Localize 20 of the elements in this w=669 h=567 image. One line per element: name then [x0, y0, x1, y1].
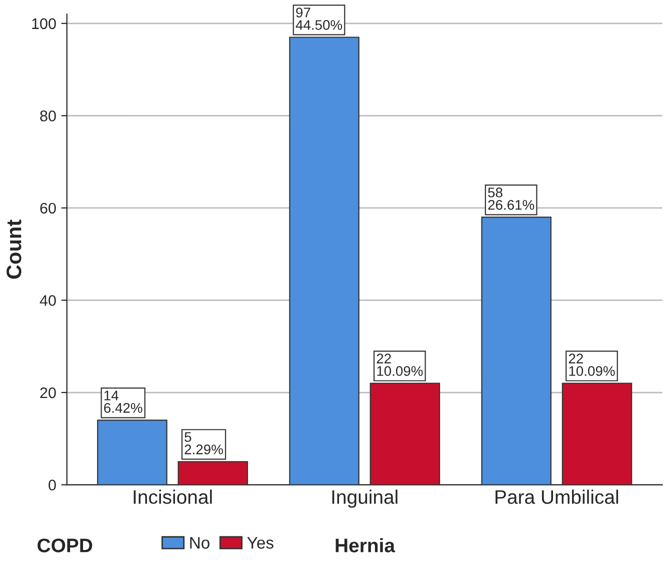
legend-label: No — [190, 537, 210, 549]
legend-title: COPD — [38, 538, 92, 552]
data-label: 22 10.09% — [568, 354, 615, 376]
x-tick-label: Inguinal — [332, 490, 398, 508]
legend-label: Yes — [247, 537, 274, 549]
data-label: 22 10.09% — [376, 354, 423, 376]
y-tick-label: 60 — [40, 202, 56, 214]
y-tick-label: 40 — [40, 295, 56, 306]
y-tick-label: 80 — [40, 110, 56, 122]
data-label: 14 6.42% — [104, 390, 142, 413]
y-axis-title: Count — [6, 220, 22, 279]
x-axis-title: Hernia — [336, 538, 396, 552]
y-tick-label: 20 — [40, 387, 56, 398]
x-tick-label: Incisional — [134, 490, 212, 504]
data-label: 5 2.29% — [184, 432, 223, 454]
data-label: 58 26.61% — [488, 188, 534, 210]
y-tick-label: 0 — [48, 480, 56, 490]
y-tick-label: 100 — [32, 18, 56, 30]
x-tick-label: Para Umbilical — [496, 490, 618, 504]
data-label: 97 44.50% — [296, 8, 342, 30]
